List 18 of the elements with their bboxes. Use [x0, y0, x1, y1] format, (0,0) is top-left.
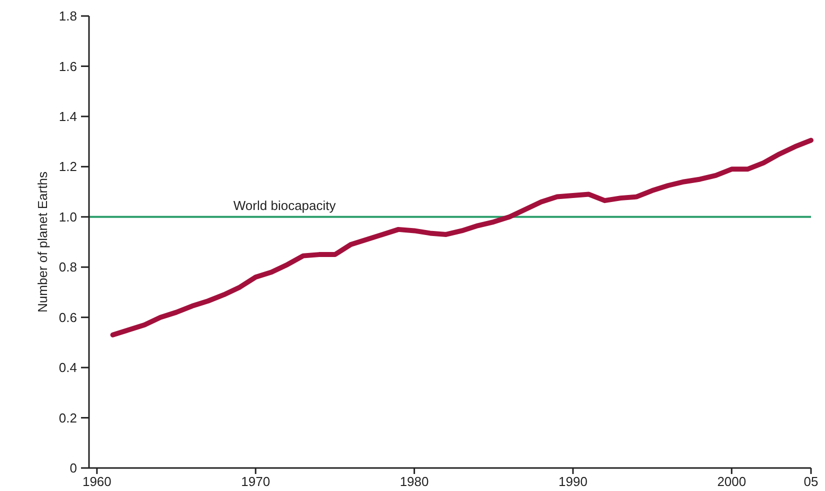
- y-tick-label: 0: [70, 460, 77, 476]
- y-tick-label: 1.6: [58, 58, 77, 74]
- y-tick-label: 0.2: [58, 410, 77, 426]
- x-tick-label: 1970: [241, 474, 270, 489]
- x-tick-label: 1980: [400, 474, 429, 489]
- y-tick-label: 0.6: [58, 310, 77, 325]
- y-tick-label: 0.8: [58, 260, 77, 275]
- x-tick-label: 2000: [717, 474, 746, 489]
- ref-line-label: World biocapacity: [233, 198, 336, 213]
- x-tick-label: 1990: [558, 474, 588, 489]
- x-tick-label: 05: [804, 474, 818, 489]
- y-tick-label: 1.8: [58, 8, 77, 24]
- y-tick-label: 0.4: [58, 360, 77, 376]
- y-axis-title: Number of planet Earths: [35, 171, 50, 312]
- y-tick-label: 1.2: [58, 159, 77, 174]
- x-tick-label: 1960: [82, 474, 112, 489]
- y-tick-label: 1.4: [58, 108, 77, 124]
- y-tick-label: 1.0: [58, 209, 77, 224]
